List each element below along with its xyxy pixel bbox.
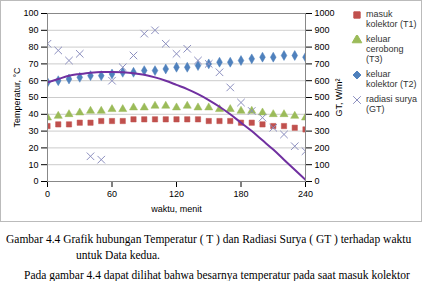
svg-text:180: 180 bbox=[233, 189, 248, 199]
svg-text:GT, W/m²: GT, W/m² bbox=[334, 79, 344, 117]
html-text:Pada gambar 4.4 dapat dilihat: Pada gambar 4.4 dapat dilihat bahwa besa… bbox=[24, 269, 410, 281]
svg-text:800: 800 bbox=[315, 42, 330, 52]
html-text:radiasi surya (GT): radiasi surya (GT) bbox=[366, 94, 417, 114]
svg-text:600: 600 bbox=[315, 76, 330, 86]
svg-text:90: 90 bbox=[28, 25, 38, 35]
svg-text:100: 100 bbox=[23, 8, 38, 18]
svg-text:60: 60 bbox=[107, 189, 117, 199]
html-text:keluar kolektor (T2): keluar kolektor (T2) bbox=[366, 69, 417, 89]
svg-text:40: 40 bbox=[28, 109, 38, 119]
svg-text:120: 120 bbox=[169, 189, 184, 199]
html-text:Gambar 4.4 Grafik hubungan Tem: Gambar 4.4 Grafik hubungan Temperatur ( … bbox=[6, 233, 412, 261]
svg-text:0: 0 bbox=[33, 176, 38, 186]
svg-text:70: 70 bbox=[28, 59, 38, 69]
svg-text:900: 900 bbox=[315, 25, 330, 35]
svg-text:80: 80 bbox=[28, 42, 38, 52]
svg-text:10: 10 bbox=[28, 160, 38, 170]
svg-text:1000: 1000 bbox=[315, 8, 335, 18]
svg-text:240: 240 bbox=[298, 189, 313, 199]
svg-text:Temperatur, °C: Temperatur, °C bbox=[12, 67, 22, 128]
svg-text:60: 60 bbox=[28, 76, 38, 86]
html-text:masuk kolektor (T1): masuk kolektor (T1) bbox=[366, 9, 417, 29]
svg-text:500: 500 bbox=[315, 92, 330, 102]
svg-text:waktu, menit: waktu, menit bbox=[150, 204, 202, 214]
svg-text:50: 50 bbox=[28, 92, 38, 102]
svg-text:100: 100 bbox=[315, 160, 330, 170]
svg-text:0: 0 bbox=[45, 189, 50, 199]
svg-text:300: 300 bbox=[315, 126, 330, 136]
svg-text:700: 700 bbox=[315, 59, 330, 69]
svg-text:400: 400 bbox=[315, 109, 330, 119]
svg-text:20: 20 bbox=[28, 143, 38, 153]
html-text:keluar cerobong (T3): keluar cerobong (T3) bbox=[366, 34, 404, 64]
svg-text:200: 200 bbox=[315, 143, 330, 153]
svg-text:30: 30 bbox=[28, 126, 38, 136]
svg-text:0: 0 bbox=[315, 176, 320, 186]
